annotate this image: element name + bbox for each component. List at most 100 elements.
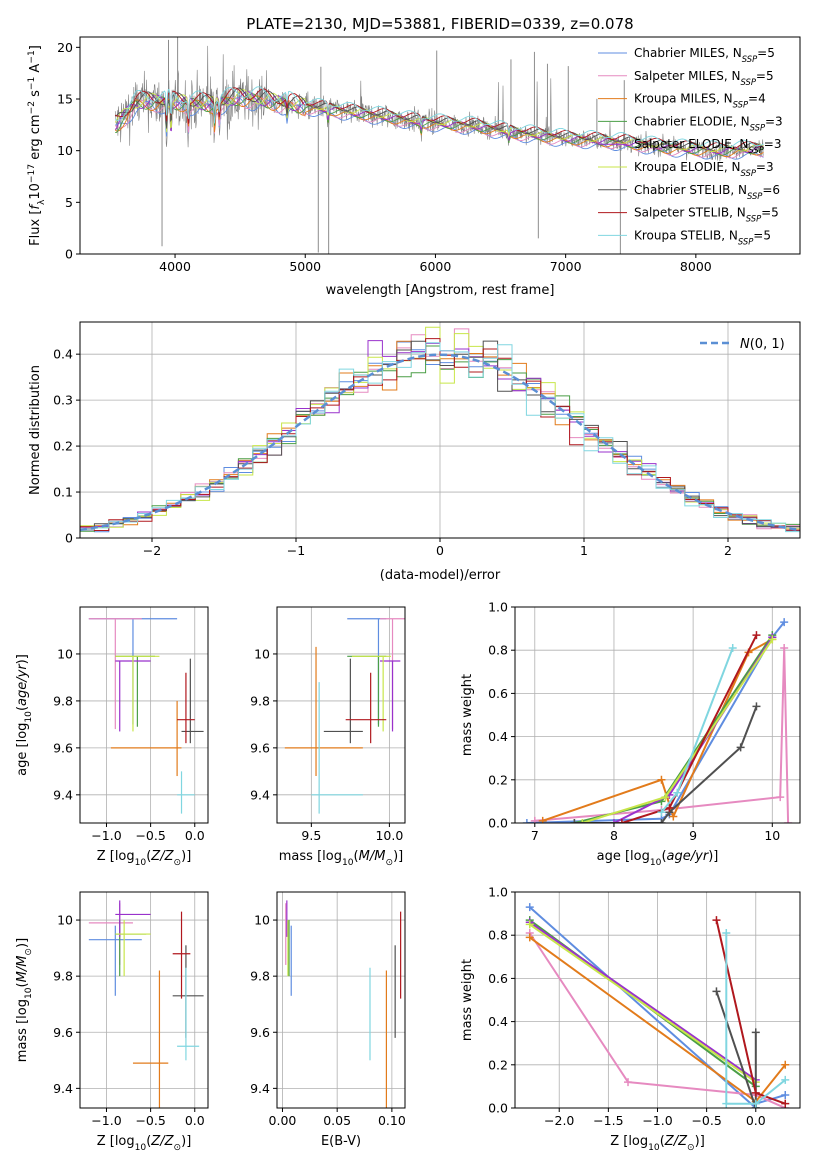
spectrum-x-label: wavelength [Angstrom, rest frame] <box>326 283 555 298</box>
x-tick-label: 5000 <box>289 259 321 274</box>
massweight-line-3 <box>542 638 773 822</box>
legend-label-9: Kroupa STELIB, NSSP=5 <box>634 228 771 246</box>
legend-label-6: Kroupa ELODIE, NSSP=3 <box>634 160 774 178</box>
massweight-marker <box>752 702 761 711</box>
x-tick-label: −1.5 <box>593 1113 623 1128</box>
spectrum-model-line-6 <box>114 89 764 153</box>
y-tick-label: 0.4 <box>488 1014 508 1029</box>
y-tick-label: 9.8 <box>53 693 73 708</box>
plot-area <box>80 326 800 533</box>
massweight-marker <box>522 819 531 823</box>
x-tick-label: 8 <box>610 828 618 843</box>
massweight-marker <box>768 635 777 644</box>
y-tick-label: 9.8 <box>250 693 270 708</box>
massweight_vs_Z-y-label: mass weight <box>460 959 475 1041</box>
legend-label-4: Chabrier ELODIE, NSSP=3 <box>634 114 783 132</box>
plot-area <box>284 618 405 814</box>
mass-vs-ebv-panel: 0.00 0.05 0.10 9.4 9.6 9.8 10 E(B-V) <box>250 891 406 1149</box>
x-tick-label: 10.0 <box>375 828 403 843</box>
axes-frame <box>514 606 801 824</box>
x-tick-label: −1.0 <box>91 1113 121 1128</box>
x-tick-label: −1 <box>287 543 305 558</box>
normal-reference-curve <box>80 353 800 532</box>
spectrum-model-line-1 <box>115 97 764 160</box>
x-tick-label: 0 <box>436 543 444 558</box>
y-tick-label: 9.6 <box>250 1025 270 1040</box>
massweight-marker <box>781 1075 790 1084</box>
age_vs_Z-x-label: Z [log10(Z/Z⊙)] <box>97 849 192 868</box>
massweight-marker <box>570 819 579 823</box>
spectrum-model-line-7 <box>114 87 764 151</box>
x-tick-label: 8000 <box>680 259 712 274</box>
massweight-line-9 <box>725 933 786 1105</box>
x-tick-label: −1.0 <box>91 828 121 843</box>
x-tick-label: −0.5 <box>691 1113 721 1128</box>
massweight-marker <box>525 920 534 929</box>
massweight-line-7 <box>574 706 758 823</box>
axes-frame <box>79 891 209 1109</box>
y-tick-label: 0.4 <box>488 729 508 744</box>
x-tick-label: 7000 <box>550 259 582 274</box>
massweight-marker <box>781 1091 790 1100</box>
x-tick-label: 0.05 <box>323 1113 351 1128</box>
y-tick-label: 1.0 <box>488 885 508 900</box>
x-tick-label: −2.0 <box>544 1113 574 1128</box>
massweight-marker <box>752 631 761 640</box>
y-tick-label: 9.4 <box>250 787 270 802</box>
massweight-marker <box>780 644 789 653</box>
age-vs-metallicity-panel: −1.0 −0.5 0.0 9.4 9.6 9.8 10 Z [log10(Z/Z⊙)] age… <box>15 606 209 868</box>
x-tick-label: 0.0 <box>746 1113 766 1128</box>
y-tick-label: 0 <box>65 247 73 262</box>
y-tick-label: 0.6 <box>488 686 508 701</box>
massweight-marker <box>530 816 539 823</box>
massweight-vs-metallicity-panel: −2.0 −1.5 −1.0 −0.5 0.0 0.0 0.2 0.4 0.6 0.8 1.0 Z [… <box>460 885 801 1153</box>
age-vs-mass-panel: 9.5 10.0 9.4 9.6 9.8 10 mass [log10(M/M⊙)] <box>250 606 406 868</box>
massweight-marker <box>751 1028 760 1037</box>
massweight-marker <box>609 819 618 823</box>
age_vs_mass-x-label: mass [log10(M/M⊙)] <box>279 849 403 868</box>
y-tick-label: 0.1 <box>53 485 73 500</box>
x-tick-label: 0.0 <box>185 828 205 843</box>
massweight-marker <box>722 929 731 938</box>
y-tick-label: 9.4 <box>53 1081 73 1096</box>
x-tick-label: 10 <box>764 828 780 843</box>
plot-area <box>114 37 764 254</box>
y-tick-label: 10 <box>254 913 270 928</box>
y-tick-label: 1.0 <box>488 600 508 615</box>
y-tick-label: 0.2 <box>488 1057 508 1072</box>
massweight-marker <box>781 1099 790 1108</box>
residuals-y-label: Normed distribution <box>28 365 43 495</box>
massweight-vs-age-panel: 7 8 9 10 0.0 0.2 0.4 0.6 0.8 1.0 age [log10(age/yr… <box>460 600 801 868</box>
y-tick-label: 9.6 <box>250 740 270 755</box>
x-tick-label: 6000 <box>420 259 452 274</box>
legend-label-8: Salpeter STELIB, NSSP=5 <box>634 206 779 224</box>
x-tick-label: −1.0 <box>642 1113 672 1128</box>
y-tick-label: 0.4 <box>53 347 73 362</box>
x-tick-label: 0.10 <box>378 1113 406 1128</box>
legend-label-2: Salpeter MILES, NSSP=5 <box>634 69 774 87</box>
massweight-marker <box>784 819 793 823</box>
spectrum-panel: 4000 5000 6000 7000 8000 0 5 10 15 20 wavelength [… <box>27 36 801 298</box>
plot-area <box>285 900 402 1108</box>
y-tick-label: 9.8 <box>250 969 270 984</box>
y-tick-label: 10 <box>57 913 73 928</box>
massweight-marker <box>624 1078 633 1087</box>
axes-frame <box>276 606 406 824</box>
y-tick-label: 10 <box>57 143 73 158</box>
x-tick-label: −0.5 <box>135 828 165 843</box>
massweight-marker <box>776 793 785 802</box>
plot-area <box>522 618 793 823</box>
plot-area <box>525 903 790 1108</box>
massweight-marker <box>617 819 626 823</box>
y-tick-label: 10 <box>254 646 270 661</box>
massweight-marker <box>712 916 721 925</box>
massweight-marker <box>578 819 587 823</box>
y-tick-label: 20 <box>57 40 73 55</box>
massweight-marker <box>538 816 547 823</box>
y-tick-label: 0.6 <box>488 971 508 986</box>
x-tick-label: 0.00 <box>269 1113 297 1128</box>
mass_vs_ebv-x-label: E(B-V) <box>321 1134 361 1149</box>
massweight-line-5 <box>529 921 757 1081</box>
